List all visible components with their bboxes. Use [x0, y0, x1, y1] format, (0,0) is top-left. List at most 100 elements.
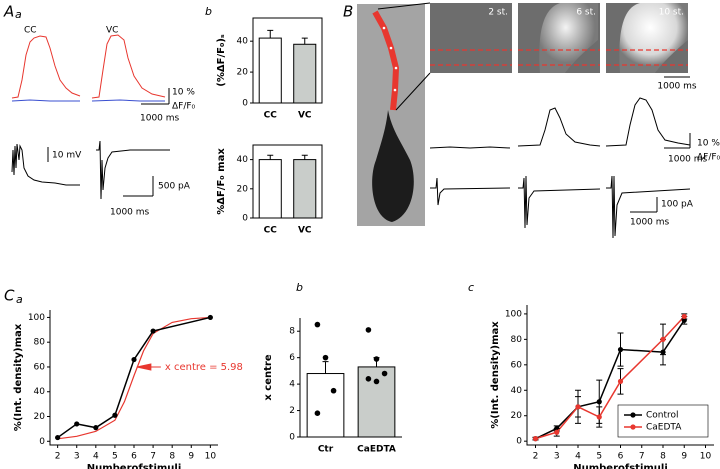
- y-tick-label: 60: [34, 362, 46, 372]
- data-point: [617, 378, 624, 384]
- bar: [258, 159, 282, 219]
- data-point: [365, 376, 372, 382]
- panel-label: b: [296, 281, 303, 294]
- y-tick-label: 80: [34, 338, 46, 348]
- y-tick-label: 20: [237, 68, 249, 78]
- legend-label: Control: [646, 411, 679, 421]
- image-label: 2 st.: [488, 8, 508, 18]
- x-tick-label: 6: [618, 452, 624, 462]
- x-tick-label: 3: [554, 452, 560, 462]
- y-tick-label: 0: [289, 433, 295, 443]
- panel-b-images: 2 st. 6 st. 10 st. 1000 ms 10 % ΔF/F₀ 10…: [357, 2, 720, 239]
- scale-label: 10 mV: [52, 151, 82, 161]
- y-tick-label: 40: [237, 37, 249, 47]
- data-point: [617, 346, 624, 353]
- data-point: [131, 356, 137, 363]
- y-tick-label: 60: [511, 360, 523, 370]
- data-point: [554, 429, 560, 435]
- bar: [357, 366, 396, 438]
- x-tick-label: Ctr: [318, 445, 334, 455]
- y-tick-label: 40: [511, 386, 523, 396]
- x-tick-label: CaEDTA: [357, 445, 396, 455]
- y-tick-label: 0: [516, 437, 522, 447]
- trace-label: CC: [24, 26, 37, 36]
- panel-label: B: [343, 3, 353, 21]
- y-axis-label: x centre: [263, 354, 274, 400]
- y-tick-label: 0: [39, 437, 45, 447]
- bar: [293, 159, 317, 219]
- y-tick-label: 6: [289, 353, 295, 363]
- x-tick-label: 6: [131, 452, 137, 462]
- data-point: [373, 356, 380, 362]
- fit-curve: [57, 316, 211, 440]
- scale-label: 1000 ms: [140, 114, 180, 124]
- legend-swatch: [630, 412, 636, 418]
- data-point: [314, 410, 321, 417]
- data-point: [150, 328, 156, 334]
- y-tick-label: 100: [505, 309, 522, 319]
- y-tick-label: 8: [289, 327, 295, 337]
- scale-label: 1000 ms: [668, 155, 708, 165]
- legend-swatch: [630, 424, 636, 430]
- data-point: [330, 387, 337, 394]
- x-axis-label: Numberofstimuli: [87, 463, 182, 469]
- x-tick-label: 3: [74, 452, 80, 462]
- data-point: [681, 313, 687, 320]
- data-point: [74, 421, 80, 427]
- panel-label: A: [3, 3, 14, 21]
- y-axis-label: (%ΔF/F₀)ₛ: [216, 34, 227, 87]
- y-tick-label: 2: [289, 406, 295, 416]
- x-tick-label: VC: [298, 226, 312, 236]
- data-point: [381, 370, 388, 377]
- data-point: [365, 327, 372, 333]
- axis-line: [526, 305, 714, 446]
- x-tick-label: 10: [700, 452, 712, 462]
- panel-label: b: [205, 5, 212, 18]
- data-point: [532, 436, 539, 442]
- data-point: [660, 336, 666, 342]
- y-tick-label: 40: [34, 387, 46, 397]
- data-point: [207, 314, 213, 321]
- scale-label: 1000 ms: [657, 82, 697, 92]
- plot-frame: [252, 17, 323, 104]
- data-point: [575, 404, 581, 410]
- x-tick-label: 7: [150, 452, 156, 462]
- legend-box: [617, 404, 709, 438]
- y-axis-label: %ΔF/F₀ max: [216, 148, 227, 215]
- x-tick-label: 4: [93, 452, 99, 462]
- scale-label: 1000 ms: [110, 208, 150, 218]
- data-point: [373, 378, 380, 385]
- image-label: 10 st.: [659, 8, 684, 18]
- series-line: [57, 316, 211, 439]
- annotation: x centre = 5.98: [165, 362, 243, 373]
- data-point: [112, 412, 118, 418]
- traces-a: CC VC 10 % ΔF/F₀ 1000 ms 10 mV 500 pA 10…: [11, 26, 196, 218]
- image-label: 6 st.: [576, 8, 596, 18]
- scale-label: 500 pA: [158, 182, 191, 192]
- x-tick-label: 9: [188, 452, 194, 462]
- x-tick-label: 10: [205, 452, 217, 462]
- x-tick-label: 5: [112, 452, 118, 462]
- x-tick-label: 8: [169, 452, 175, 462]
- bar: [293, 43, 317, 104]
- data-point: [314, 321, 321, 328]
- y-tick-label: 0: [242, 99, 248, 109]
- data-point: [93, 425, 99, 431]
- bar: [306, 373, 345, 438]
- panel-label: a: [15, 8, 22, 21]
- trace-label: VC: [106, 26, 118, 36]
- x-axis-label: Numberofstimuli: [573, 463, 668, 469]
- panel-label: C: [4, 287, 15, 305]
- y-tick-label: 4: [289, 380, 295, 390]
- x-tick-label: VC: [298, 111, 312, 121]
- x-tick-label: 2: [55, 452, 61, 462]
- x-tick-label: 4: [575, 452, 581, 462]
- y-axis-label: %(Int. density)max: [490, 321, 501, 429]
- x-tick-label: 5: [596, 452, 602, 462]
- scale-label: 100 pA: [661, 200, 694, 210]
- y-axis-label: %(Int. density)max: [13, 323, 24, 431]
- x-tick-label: 7: [639, 452, 645, 462]
- bar: [258, 37, 282, 104]
- data-point: [55, 434, 61, 441]
